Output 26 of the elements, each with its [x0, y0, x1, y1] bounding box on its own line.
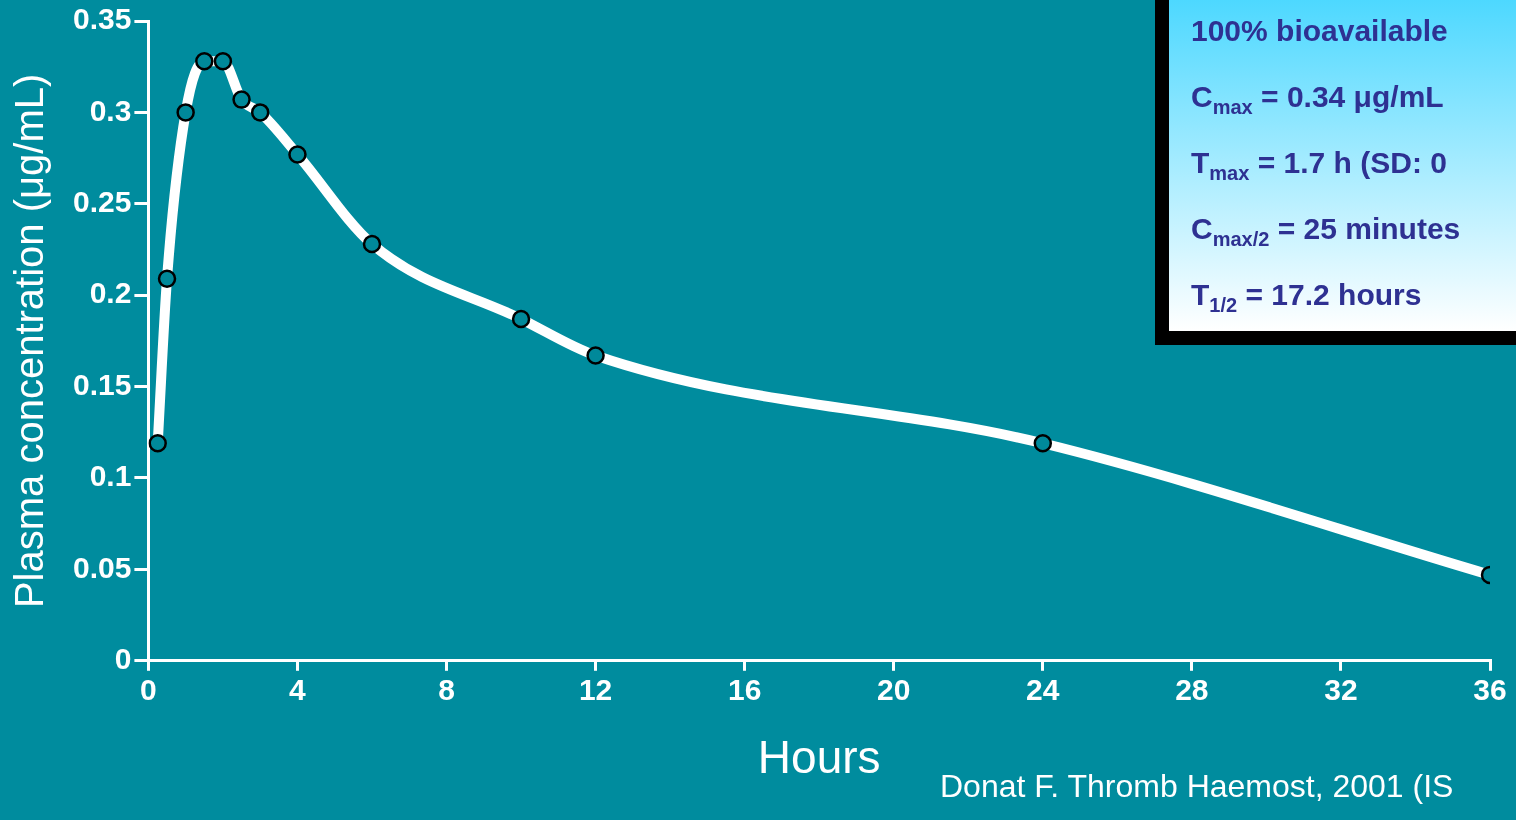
x-tick-label: 36	[1473, 673, 1507, 707]
annotation: C$_{max}$ = 0.34 μg/mL	[1191, 79, 1445, 120]
x-tick-label: 8	[438, 673, 455, 707]
y-tick-label: 0.15	[73, 367, 132, 401]
x-tick-label: 12	[578, 673, 613, 707]
y-tick-label: 0.05	[73, 550, 132, 584]
y-tick-label: 0.3	[89, 93, 132, 127]
x-axis-title: Hours	[757, 731, 881, 784]
y-tick-label: 0	[114, 642, 132, 676]
y-axis-title: Plasma concentration (μg/mL)	[7, 73, 52, 609]
y-tick-label: 0.25	[73, 185, 132, 219]
y-tick-label: 0.35	[73, 2, 132, 36]
annotation: C$_{max/2}$ = 25 minutes	[1191, 211, 1462, 252]
y-tick-label: 0.1	[89, 459, 132, 493]
annotation: T$_{1/2}$ = 17.2 hours	[1191, 277, 1423, 318]
x-tick-label: 0	[140, 673, 157, 707]
x-tick-label: 28	[1175, 673, 1209, 707]
y-tick-label: 0.2	[89, 276, 132, 310]
x-tick-label: 20	[877, 673, 911, 707]
text: Donat F. Thromb Haemost, 2001 (IS	[940, 768, 1454, 805]
annotation: T$_{max}$ = 1.7 h (SD: 0	[1191, 145, 1448, 186]
x-tick-label: 16	[727, 673, 762, 707]
annotation: 100% bioavailable	[1191, 13, 1449, 49]
x-tick-label: 24	[1026, 673, 1060, 707]
x-tick-label: 4	[289, 673, 307, 707]
x-tick-label: 32	[1324, 673, 1358, 707]
